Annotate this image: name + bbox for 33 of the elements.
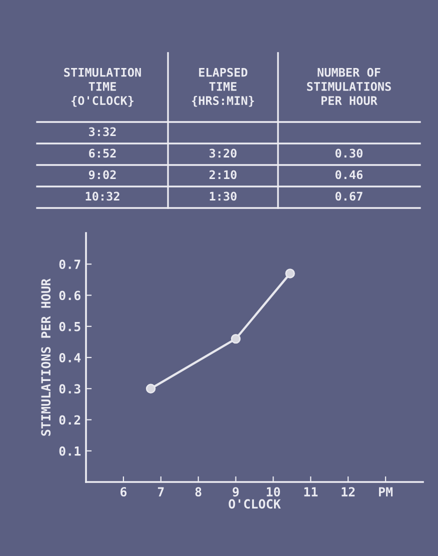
text: 0.67 <box>335 192 362 201</box>
y-tick-label: 0.1 <box>59 446 81 456</box>
text: STIMULATION TIME {O'CLOCK} <box>64 68 141 107</box>
x-axis-title: O'CLOCK <box>228 499 281 509</box>
y-axis-title: STIMULATIONS PER HOUR <box>41 278 51 436</box>
x-tick-label: 10 <box>266 487 280 497</box>
y-tick-label: 0.6 <box>59 290 80 300</box>
y-tick-label: 0.3 <box>59 384 80 394</box>
x-tick-label: 7 <box>158 487 164 496</box>
x-tick-label: 12 <box>342 487 355 496</box>
text: 1:30 <box>210 192 237 201</box>
text: 3:32 <box>89 127 116 136</box>
text: 2:10 <box>209 170 237 180</box>
x-tick-label: 11 <box>304 487 318 496</box>
x-tick-label: 9 <box>232 487 239 497</box>
text: 6:52 <box>89 148 116 158</box>
text: 0.30 <box>335 148 363 158</box>
text: 9:02 <box>88 170 116 180</box>
x-tick-label: 6 <box>120 487 127 497</box>
y-tick-label: 0.5 <box>59 322 80 332</box>
y-tick-label: 0.7 <box>59 260 80 270</box>
point <box>146 384 156 394</box>
y-tick-label: 0.2 <box>59 415 80 425</box>
text: 10:32 <box>86 192 120 201</box>
point <box>230 334 241 344</box>
text: 3:20 <box>210 148 237 158</box>
x-tick-label: PM <box>379 487 393 496</box>
x-tick-label: 8 <box>195 487 202 497</box>
text: NUMBER OF STIMULATIONS PER HOUR <box>307 68 391 106</box>
text: ELAPSED TIME {HRS:MIN} <box>192 68 254 107</box>
text: 0.46 <box>335 170 363 180</box>
y-tick-label: 0.4 <box>59 352 81 362</box>
point <box>285 268 295 278</box>
